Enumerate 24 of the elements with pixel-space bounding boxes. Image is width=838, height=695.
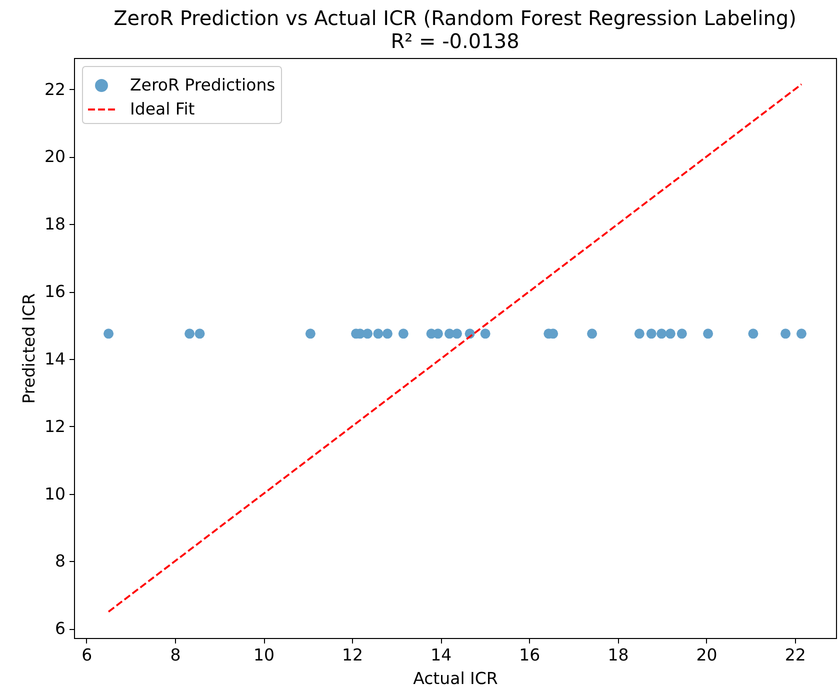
x-tick-label: 18 [608,646,629,664]
y-tick-label: 10 [44,484,66,504]
x-tick-label: 12 [342,646,364,664]
y-axis-title: Predicted ICR [20,293,39,404]
y-tick-label: 12 [44,416,66,436]
legend-label: ZeroR Predictions [130,76,276,94]
x-tick-label: 10 [254,646,275,664]
x-axis-title: Actual ICR [413,669,498,688]
y-tick-label: 8 [55,552,66,571]
chart-subtitle: R² = -0.0138 [390,29,520,53]
chart-title: ZeroR Prediction vs Actual ICR (Random Forest Regression Labeling) [114,6,796,30]
y-tick-label: 18 [44,214,66,234]
y-tick-label: 20 [44,147,66,166]
y-tick-label: 22 [44,80,66,99]
x-tick-label: 8 [170,646,181,664]
legend-label: Ideal Fit [130,100,196,118]
x-tick-label: 6 [82,646,92,664]
y-tick-label: 14 [44,349,66,368]
x-tick-label: 20 [696,646,718,664]
y-tick-label: 6 [55,619,66,638]
x-tick-label: 16 [519,646,540,664]
x-tick-label: 14 [430,646,452,664]
y-tick-label: 16 [44,282,66,302]
x-tick-label: 22 [784,646,806,664]
